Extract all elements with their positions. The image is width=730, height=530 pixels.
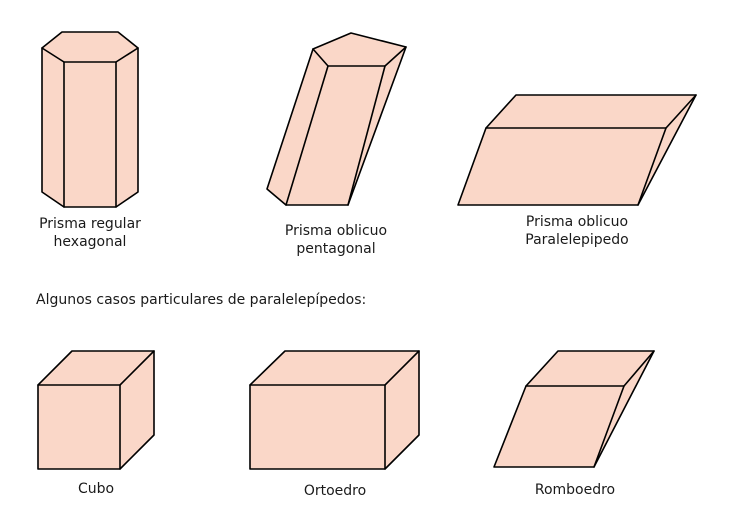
pentagonal-prism-label: Prisma oblicuo pentagonal [266,222,406,258]
oblique-parallelepiped-body [457,94,697,206]
oblique-parallelepiped [457,94,697,206]
hexagonal-prism-label-line1: Prisma regular [39,216,141,232]
rhombohedron-front-right [593,385,625,468]
hexagonal-prism-top-edges [41,47,139,63]
rhombohedron [493,350,655,468]
pentagonal-prism-label-line2: pentagonal [296,241,376,257]
hexagonal-prism-body [41,31,139,208]
oblique-parallelepiped-label: Prisma oblicuo Paralelepipedo [507,213,647,249]
oblique-parallelepiped-label-line1: Prisma oblicuo [525,214,629,230]
pentagonal-prism-edge-2 [347,65,386,206]
pentagonal-prism-edge-1 [285,65,329,206]
hexagonal-prism [41,31,139,208]
pentagonal-prism-body [266,32,407,206]
oblique-parallelepiped-front-right [637,127,667,206]
hexagonal-prism-label: Prisma regular hexagonal [20,215,160,251]
intro-text: Algunos casos particulares de paralelepí… [36,292,367,308]
oblique-parallelepiped-label-line2: Paralelepipedo [525,232,629,248]
pentagonal-prism-label-line1: Prisma oblicuo [284,223,388,239]
pentagonal-prism [266,32,407,206]
cube [37,350,155,470]
rhombohedron-label: Romboedro [534,482,616,498]
orthohedron-body [249,350,420,470]
rhombohedron-body [493,350,655,468]
hexagonal-prism-label-line2: hexagonal [53,234,127,250]
cube-label: Cubo [77,481,115,497]
pentagonal-prism-top-edges [312,46,407,67]
orthohedron-label: Ortoedro [303,483,367,499]
orthohedron [249,350,420,470]
